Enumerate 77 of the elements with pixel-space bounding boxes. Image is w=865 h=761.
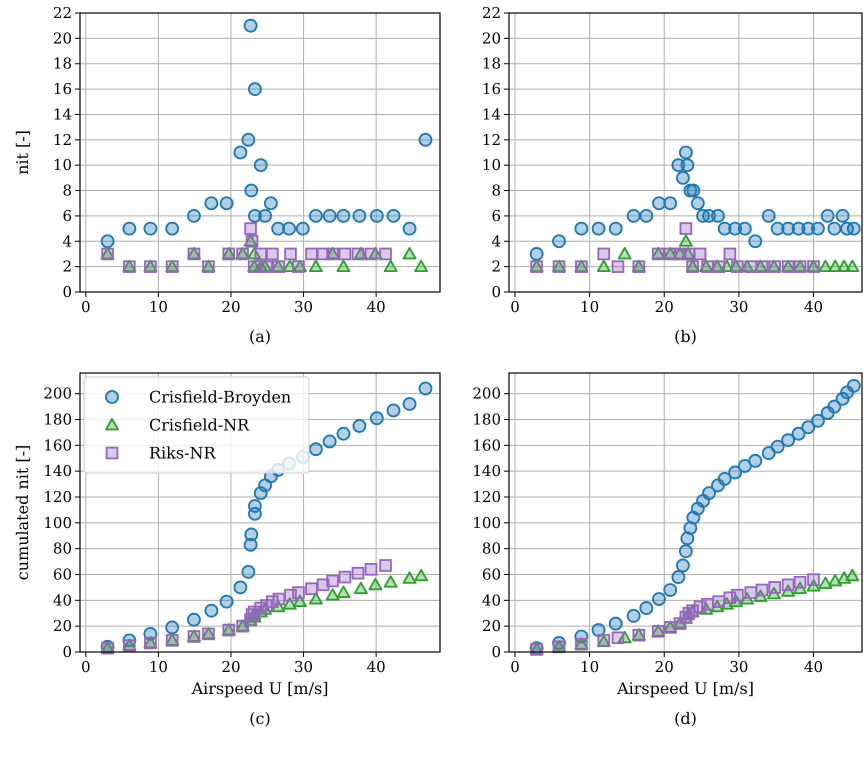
x-tick-label: 10 — [580, 298, 600, 316]
x-tick-label: 10 — [148, 298, 168, 316]
x-tick-label: 20 — [221, 658, 241, 676]
y-tick-label: 120 — [43, 488, 72, 506]
x-tick-label: 20 — [654, 658, 674, 676]
y-tick-label: 20 — [52, 617, 72, 636]
y-tick-label: 200 — [43, 384, 72, 403]
y-tick-label: 20 — [482, 617, 501, 636]
x-axis-title: Airspeed U [m/s] — [616, 679, 754, 698]
y-axis-title: cumulated nit [-] — [13, 444, 32, 580]
text: (c) — [249, 709, 271, 728]
x-tick-label: 0 — [81, 658, 91, 676]
x-tick-label: 30 — [729, 658, 748, 676]
y-tick-label: 8 — [491, 182, 501, 200]
x-tick-label: 40 — [804, 658, 824, 676]
y-tick-label: 80 — [52, 540, 72, 558]
y-tick-label: 120 — [472, 488, 501, 506]
y-tick-label: 40 — [482, 591, 501, 610]
y-tick-label: 14 — [52, 105, 72, 124]
text: (d) — [674, 709, 697, 728]
legend-label: Riks-NR — [149, 444, 216, 462]
x-tick-label: 40 — [366, 298, 386, 316]
y-tick-label: 0 — [491, 283, 501, 301]
y-tick-label: 100 — [43, 514, 72, 532]
text: (a) — [248, 327, 272, 346]
y-tick-label: 180 — [43, 410, 72, 428]
x-tick-label: 30 — [294, 658, 314, 676]
y-tick-label: 16 — [482, 80, 501, 98]
y-tick-label: 22 — [52, 4, 72, 22]
y-tick-label: 160 — [43, 436, 72, 454]
y-tick-label: 10 — [52, 156, 72, 174]
y-tick-label: 100 — [472, 514, 501, 532]
x-tick-label: 10 — [148, 658, 168, 676]
y-tick-label: 0 — [491, 643, 501, 661]
y-tick-label: 8 — [62, 182, 72, 200]
y-tick-label: 10 — [482, 156, 501, 174]
x-tick-label: 20 — [221, 298, 241, 316]
y-tick-label: 20 — [52, 29, 72, 48]
y-tick-label: 14 — [482, 105, 501, 124]
y-tick-label: 60 — [482, 566, 501, 584]
x-tick-label: 40 — [366, 658, 386, 676]
y-tick-label: 2 — [62, 258, 72, 276]
x-tick-label: 30 — [294, 298, 314, 316]
y-tick-label: 140 — [472, 462, 501, 480]
x-tick-label: 30 — [729, 298, 748, 316]
x-tick-label: 0 — [81, 298, 91, 316]
text: (b) — [674, 327, 697, 346]
y-tick-label: 0 — [62, 643, 72, 661]
y-tick-label: 4 — [491, 232, 501, 250]
y-tick-label: 18 — [482, 54, 501, 73]
y-tick-label: 20 — [482, 29, 501, 48]
y-tick-label: 60 — [52, 566, 72, 584]
y-tick-label: 80 — [482, 540, 501, 558]
y-tick-label: 12 — [52, 130, 72, 149]
y-tick-label: 18 — [52, 54, 72, 73]
y-axis-title: nit [-] — [13, 130, 32, 175]
y-tick-label: 0 — [62, 283, 72, 301]
x-tick-label: 20 — [654, 298, 674, 316]
x-axis-title: Airspeed U [m/s] — [190, 679, 328, 698]
x-tick-label: 0 — [510, 658, 520, 676]
x-tick-label: 10 — [580, 658, 600, 676]
y-tick-label: 22 — [482, 4, 501, 22]
y-tick-label: 16 — [52, 80, 72, 98]
legend-label: Crisfield-Broyden — [149, 388, 292, 406]
x-tick-label: 0 — [510, 298, 520, 316]
y-tick-label: 160 — [472, 436, 501, 454]
y-tick-label: 6 — [491, 206, 501, 225]
legend-label: Crisfield-NR — [149, 416, 250, 434]
y-tick-label: 40 — [52, 591, 72, 610]
y-tick-label: 200 — [472, 384, 501, 403]
y-tick-label: 12 — [482, 130, 501, 149]
y-tick-label: 180 — [472, 410, 501, 428]
y-tick-label: 4 — [62, 232, 72, 250]
y-tick-label: 140 — [43, 462, 72, 480]
y-tick-label: 2 — [491, 258, 501, 276]
x-tick-label: 40 — [804, 298, 824, 316]
y-tick-label: 6 — [62, 206, 72, 225]
